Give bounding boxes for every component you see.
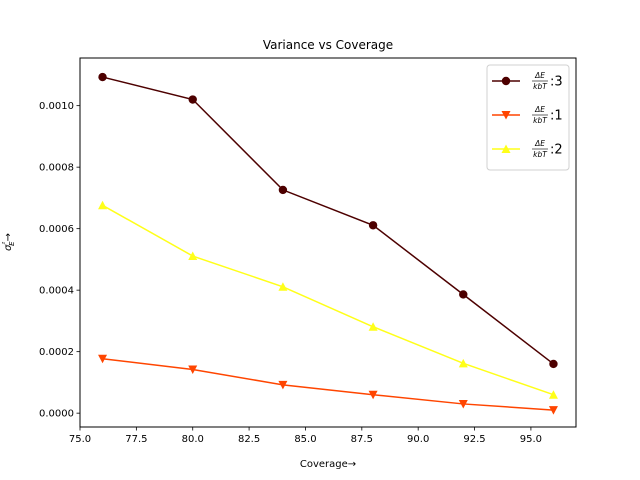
data-point-s2-3 <box>278 380 288 390</box>
axes-frame <box>79 57 577 428</box>
x-tick-label-1: 75.0 <box>69 434 91 445</box>
legend-frac-den-1: kbT <box>533 82 548 91</box>
legend-marker-1 <box>501 76 511 86</box>
legend-label-2: :1 <box>550 109 563 124</box>
legend-frac-num-1: ΔE <box>534 71 545 80</box>
data-point-s2-4 <box>368 390 378 400</box>
legend-frac-den-3: kbT <box>533 150 548 159</box>
x-tick-label-5: 85.0 <box>294 434 316 445</box>
data-point-s2-1 <box>98 354 108 364</box>
data-point-s1-4 <box>368 221 378 230</box>
data-point-s3-6 <box>548 390 558 399</box>
plot-area: 75.0 77.5 80.0 82.5 85.0 87.5 90.0 92.5 95.0 0.00… <box>39 57 577 445</box>
x-tick-label-4: 82.5 <box>238 434 260 445</box>
legend-frac-num-3: ΔE <box>534 139 545 148</box>
x-tick-label-8: 92.5 <box>463 434 485 445</box>
legend-marker-3 <box>501 144 511 153</box>
series-3 <box>98 200 558 399</box>
x-tick-label-9: 95.0 <box>520 434 542 445</box>
y-tick-label-3: 0.0004 <box>39 286 74 297</box>
series-2 <box>98 354 558 415</box>
y-axis-label: σ²E→ <box>1 233 16 251</box>
data-point-s1-5 <box>459 290 468 299</box>
legend-label-3: :2 <box>550 143 563 158</box>
legend-item-3: ΔE kbT:2 <box>492 139 563 159</box>
legend-label-1: :3 <box>550 75 563 90</box>
y-tick-label-1: 0.0000 <box>39 409 74 420</box>
x-tick-label-3: 80.0 <box>182 434 204 445</box>
y-tick-label-6: 0.0010 <box>39 101 74 112</box>
legend-item-2: ΔE kbT:1 <box>492 105 563 125</box>
series-line-3 <box>102 204 554 396</box>
chart-title: Variance vs Coverage <box>263 38 393 52</box>
data-point-s3-2 <box>188 251 198 261</box>
legend-box <box>486 64 570 171</box>
data-point-s1-3 <box>278 185 288 195</box>
x-tick-label-2: 77.5 <box>125 434 147 445</box>
data-point-s2-5 <box>458 399 468 409</box>
data-point-s2-6 <box>548 406 558 415</box>
x-tick-label-6: 87.5 <box>351 434 373 445</box>
data-point-s1-2 <box>188 95 197 104</box>
y-tick-label-2: 0.0002 <box>39 347 74 358</box>
data-point-s3-5 <box>458 358 468 368</box>
legend-marker-2 <box>501 111 511 120</box>
series-1 <box>98 72 558 369</box>
y-axis-label-text: σ²E→ <box>1 233 16 251</box>
data-point-s3-4 <box>368 322 378 331</box>
data-point-s3-1 <box>98 200 108 210</box>
series-line-1 <box>102 76 554 365</box>
y-tick-label-5: 0.0008 <box>39 163 74 174</box>
data-point-s1-6 <box>549 359 558 369</box>
legend-frac-den-2: kbT <box>533 116 548 125</box>
x-tick-label-7: 90.0 <box>407 434 429 445</box>
series-line-2 <box>102 357 554 411</box>
x-axis-label: Coverage→ <box>300 459 356 470</box>
legend-item-1: ΔE kbT:3 <box>492 71 563 91</box>
legend-frac-num-2: ΔE <box>534 105 545 114</box>
data-point-s3-3 <box>278 282 288 291</box>
y-tick-label-4: 0.0006 <box>39 224 74 235</box>
data-point-s2-2 <box>188 365 198 374</box>
data-point-s1-1 <box>98 72 107 82</box>
